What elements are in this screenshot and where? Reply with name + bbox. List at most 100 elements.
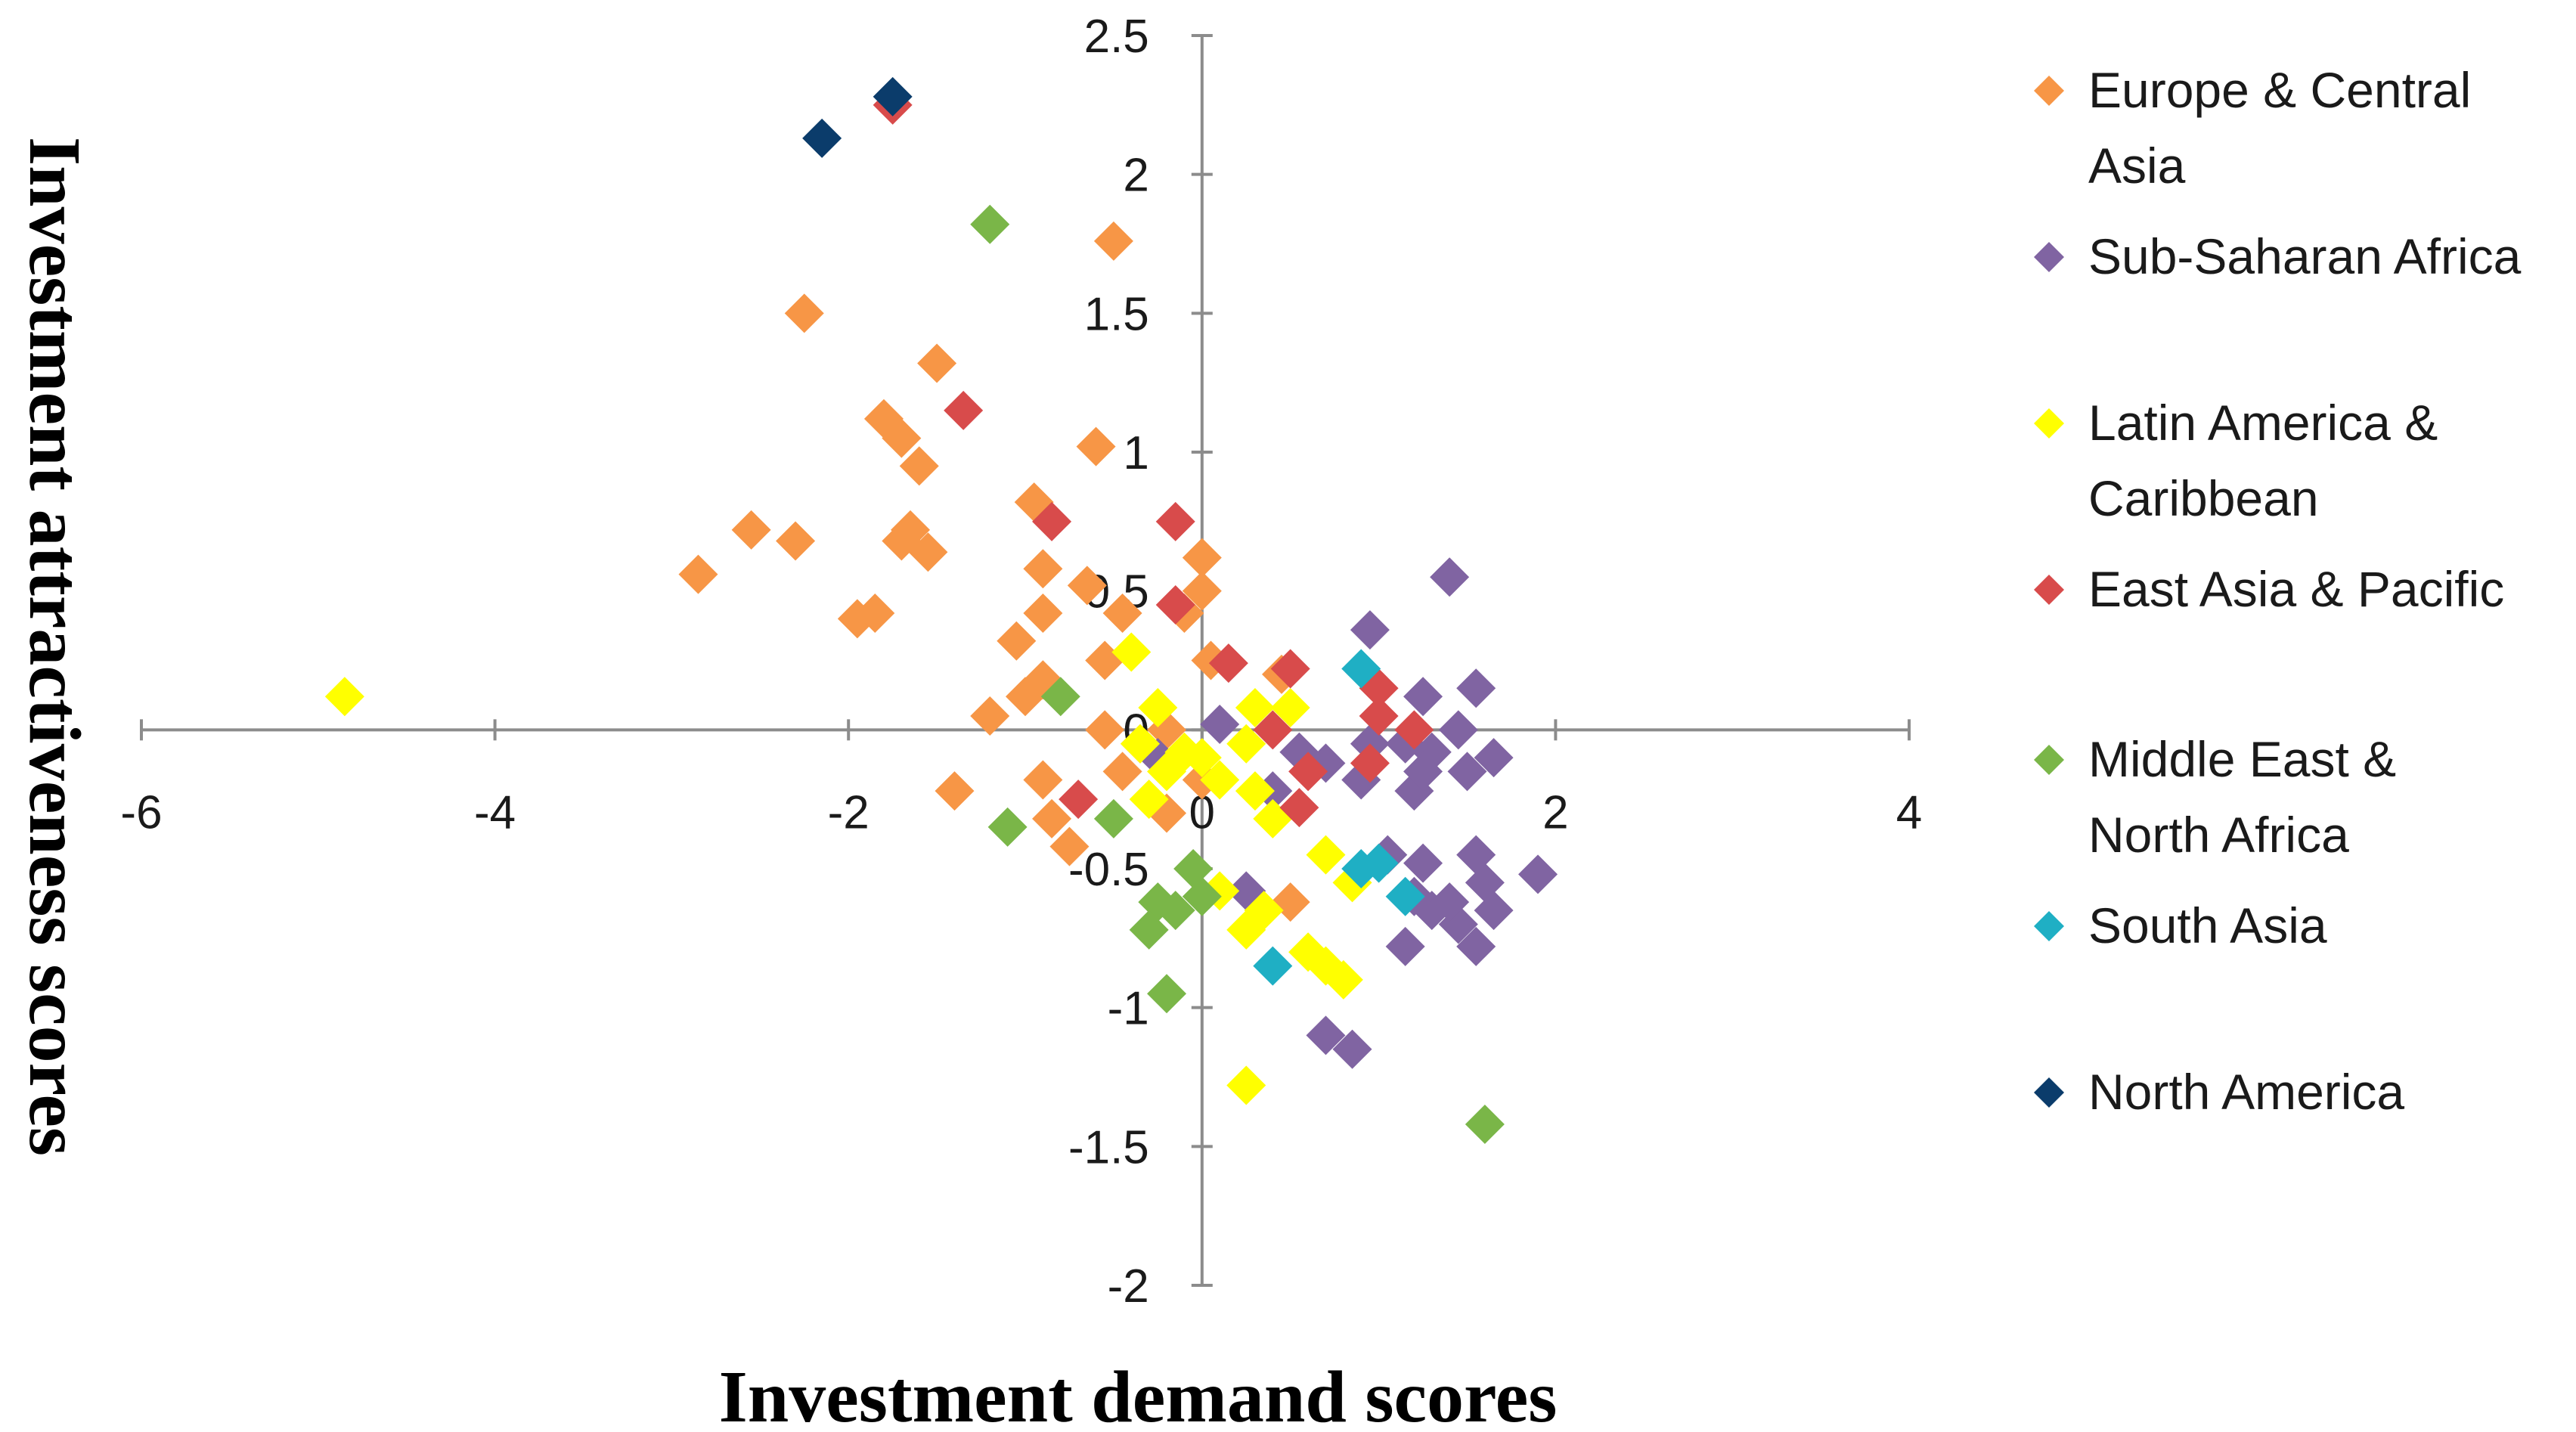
legend-label: Caribbean	[2088, 470, 2319, 526]
y-tick-label: 1.5	[1084, 288, 1149, 340]
legend-marker	[2034, 575, 2064, 605]
x-tick-label: -4	[474, 786, 516, 838]
data-point	[1147, 752, 1187, 792]
x-tick-label: -2	[828, 786, 870, 838]
data-point	[997, 621, 1037, 661]
data-point	[1182, 876, 1222, 916]
data-point	[1102, 594, 1142, 634]
legend-item: Middle East & North Africa	[2034, 731, 2396, 863]
data-point	[855, 594, 895, 634]
data-point	[1350, 610, 1390, 650]
data-point	[1006, 677, 1045, 717]
data-point	[1200, 760, 1240, 800]
y-tick-label: 1	[1123, 427, 1149, 479]
data-point	[1085, 710, 1125, 750]
data-point	[1456, 926, 1496, 966]
data-point	[1040, 677, 1080, 717]
data-point	[944, 390, 984, 430]
data-point	[1341, 649, 1381, 689]
data-point	[917, 343, 957, 383]
data-point	[1394, 710, 1434, 750]
data-point	[1182, 538, 1222, 578]
data-point	[1253, 946, 1293, 986]
legend-label: Latin America &	[2088, 395, 2438, 451]
y-tick-label: -1.5	[1068, 1121, 1149, 1173]
legend-label: North Africa	[2088, 807, 2349, 863]
series-5	[1253, 649, 1425, 986]
data-point	[1359, 843, 1399, 883]
data-point	[1270, 687, 1310, 727]
data-point	[1226, 910, 1266, 950]
data-point	[1447, 752, 1487, 792]
data-point	[1049, 826, 1090, 866]
data-point	[784, 293, 824, 333]
data-point	[1093, 221, 1133, 261]
y-axis-title: Investment attractiveness scores	[14, 137, 95, 1156]
data-point	[1235, 771, 1275, 811]
data-point	[1394, 771, 1434, 811]
data-point	[1155, 891, 1195, 931]
series-2	[324, 632, 1372, 1105]
data-point	[882, 418, 922, 458]
data-point	[1129, 780, 1169, 820]
data-point	[678, 554, 718, 594]
legend: Europe & Central Asia Sub-Saharan Africa La…	[2034, 62, 2522, 1120]
legend-label: North America	[2088, 1064, 2404, 1120]
data-point	[1032, 501, 1072, 541]
data-point	[324, 677, 364, 717]
data-point	[1023, 549, 1063, 589]
data-point	[1059, 780, 1099, 820]
data-point	[1093, 798, 1133, 838]
data-point	[1438, 710, 1478, 750]
x-tick-label: 4	[1896, 786, 1922, 838]
series-0	[678, 221, 1310, 922]
legend-item: South Asia	[2034, 897, 2327, 953]
data-point	[1430, 882, 1470, 922]
data-point	[935, 771, 975, 811]
data-point	[1102, 752, 1142, 792]
data-point	[1270, 649, 1310, 689]
data-point	[1518, 854, 1558, 894]
legend-marker	[2034, 745, 2064, 775]
data-point	[1200, 704, 1240, 744]
y-tick-label: -1	[1108, 983, 1149, 1035]
series-6	[802, 76, 913, 158]
data-point	[987, 807, 1028, 847]
data-point	[1279, 788, 1319, 828]
legend-marker	[2034, 1077, 2064, 1108]
data-point	[1076, 426, 1116, 466]
legend-label: Asia	[2088, 138, 2186, 194]
legend-item: Sub-Saharan Africa	[2034, 228, 2522, 284]
data-point	[1023, 760, 1063, 800]
data-point	[1155, 501, 1195, 541]
legend-item: Europe & Central Asia	[2034, 62, 2471, 194]
data-point	[1138, 687, 1178, 727]
data-point	[1385, 876, 1425, 916]
legend-label: Middle East &	[2088, 731, 2396, 787]
data-point	[1306, 1015, 1346, 1055]
data-point	[882, 521, 922, 561]
x-tick-label: -6	[120, 786, 162, 838]
data-point	[1067, 566, 1107, 606]
data-point	[1403, 752, 1443, 792]
data-point	[1430, 557, 1470, 597]
y-tick-label: -2	[1108, 1260, 1149, 1313]
data-point	[1032, 798, 1072, 838]
legend-marker	[2034, 408, 2064, 439]
data-point	[1147, 974, 1187, 1014]
legend-item: East Asia & Pacific	[2034, 561, 2504, 617]
data-point	[1474, 891, 1514, 931]
y-tick-label: 2	[1123, 150, 1149, 202]
data-point	[1155, 585, 1195, 625]
data-point	[970, 696, 1010, 736]
data-point	[1385, 926, 1425, 966]
data-point	[873, 76, 913, 116]
data-point	[1288, 752, 1328, 792]
data-point	[1456, 668, 1496, 708]
data-point	[1359, 696, 1399, 736]
data-point	[1474, 738, 1514, 778]
data-point	[899, 446, 939, 486]
legend-marker	[2034, 76, 2064, 106]
